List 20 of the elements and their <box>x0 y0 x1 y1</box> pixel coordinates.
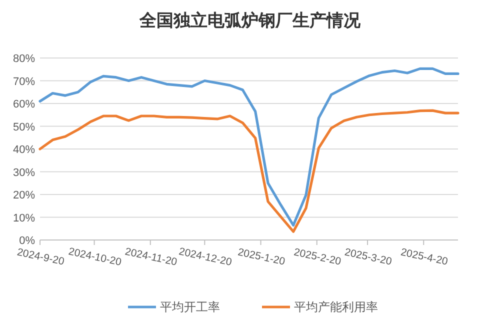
x-tick-label: 2024-11-20 <box>124 246 178 268</box>
x-tick-label: 2025-2-20 <box>292 246 342 268</box>
y-tick-label: 50% <box>12 121 36 134</box>
x-tick-label: 2025-4-20 <box>400 246 450 268</box>
legend-label: 平均开工率 <box>160 300 220 314</box>
x-tick-label: 2024-9-20 <box>16 246 66 268</box>
y-tick-label: 20% <box>12 190 36 202</box>
y-tick-label: 70% <box>12 76 36 88</box>
y-tick-label: 40% <box>12 144 36 156</box>
x-tick-label: 2025-3-20 <box>343 246 393 268</box>
legend-label: 平均产能利用率 <box>294 300 378 314</box>
line-series <box>38 67 460 227</box>
y-tick-label: 0% <box>19 235 36 247</box>
line-series <box>38 109 460 233</box>
x-tick-label: 2025-1-20 <box>236 246 286 268</box>
chart-title: 全国独立电弧炉钢厂生产情况 <box>138 11 362 30</box>
y-tick-label: 10% <box>12 212 36 224</box>
y-tick-label: 80% <box>12 53 36 65</box>
y-tick-label: 60% <box>12 98 36 110</box>
y-tick-label: 30% <box>12 166 36 179</box>
